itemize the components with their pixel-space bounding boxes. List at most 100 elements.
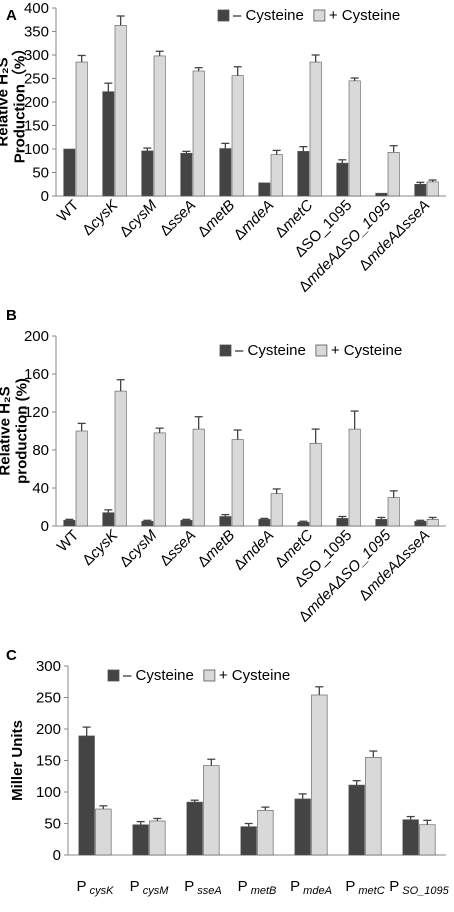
panel-letter: B	[6, 307, 17, 324]
bar-plus-cysteine	[348, 428, 361, 527]
bar-plus-cysteine	[270, 154, 283, 197]
bar-plus-cysteine	[309, 61, 322, 197]
y-tick-label: 120	[24, 404, 49, 421]
y-tick-label: 150	[24, 118, 49, 135]
y-tick-label: 200	[24, 328, 49, 345]
bar-plus-cysteine	[114, 25, 127, 197]
legend-swatch	[219, 344, 232, 357]
bar-minus-cysteine	[375, 519, 388, 527]
bar-minus-cysteine	[297, 151, 310, 197]
bar-plus-cysteine	[257, 809, 274, 856]
y-tick-label: 250	[36, 690, 61, 707]
legend-swatch	[315, 344, 328, 357]
bar-plus-cysteine	[419, 824, 436, 856]
y-axis-label: production (%)	[14, 378, 31, 484]
bar-minus-cysteine	[414, 520, 427, 527]
x-tick-label: P metC	[345, 878, 384, 897]
y-tick-label: 50	[32, 165, 49, 182]
bar-plus-cysteine	[387, 151, 400, 197]
bar-plus-cysteine	[192, 70, 205, 197]
y-axis-label: Relative H₂S	[0, 386, 14, 475]
x-tick-label: ΔmdeA	[231, 197, 278, 244]
bar-plus-cysteine	[231, 439, 244, 527]
x-tick-label: P metB	[238, 878, 277, 897]
bar-plus-cysteine	[95, 808, 112, 856]
bar-plus-cysteine	[365, 757, 382, 856]
y-tick-label: 200	[36, 721, 61, 738]
y-tick-label: 80	[32, 442, 49, 459]
legend-label: – Cysteine	[235, 342, 306, 359]
legend-swatch	[217, 9, 230, 22]
bar-plus-cysteine	[387, 497, 400, 527]
x-tick-label: ΔsseA	[157, 197, 200, 240]
bar-plus-cysteine	[153, 432, 166, 527]
x-tick-label: P sseA	[184, 878, 222, 897]
x-tick-label: WT	[54, 527, 83, 556]
x-tick-label: P cysK	[77, 878, 115, 897]
bar-plus-cysteine	[348, 80, 361, 197]
bar-plus-cysteine	[203, 765, 220, 856]
x-tick-label: P mdeA	[290, 878, 332, 897]
bar-plus-cysteine	[75, 430, 88, 527]
x-tick-label: ΔcysM	[116, 526, 160, 570]
y-tick-label: 0	[53, 847, 61, 864]
y-tick-label: 350	[24, 24, 49, 41]
y-tick-label: 300	[36, 658, 61, 675]
y-tick-label: 100	[36, 784, 61, 801]
bar-minus-cysteine	[180, 152, 193, 197]
bar-minus-cysteine	[102, 91, 115, 197]
legend-label: – Cysteine	[233, 7, 304, 24]
legend-label: + Cysteine	[331, 342, 402, 359]
bar-plus-cysteine	[192, 428, 205, 527]
legend-label: + Cysteine	[329, 7, 400, 24]
bar-plus-cysteine	[426, 181, 439, 197]
bar-plus-cysteine	[231, 75, 244, 197]
bar-plus-cysteine	[75, 61, 88, 197]
bar-plus-cysteine	[270, 493, 283, 527]
y-axis-label: Relative H₂S	[0, 57, 12, 146]
bar-minus-cysteine	[375, 192, 388, 197]
legend-swatch	[313, 9, 326, 22]
bar-minus-cysteine	[258, 519, 271, 527]
panel-letter: C	[6, 647, 17, 664]
x-tick-label: ΔcysK	[79, 526, 122, 569]
bar-plus-cysteine	[153, 55, 166, 197]
bar-minus-cysteine	[240, 826, 257, 856]
legend-swatch	[203, 669, 216, 682]
bar-minus-cysteine	[297, 521, 310, 527]
y-tick-label: 250	[24, 71, 49, 88]
bar-minus-cysteine	[132, 824, 149, 856]
bar-minus-cysteine	[78, 735, 95, 856]
y-tick-label: 40	[32, 480, 49, 497]
bar-minus-cysteine	[186, 801, 203, 856]
bar-plus-cysteine	[149, 820, 166, 856]
x-tick-label: ΔmdeA	[231, 527, 278, 574]
x-tick-label: ΔcysM	[116, 196, 160, 240]
bar-minus-cysteine	[180, 519, 193, 527]
y-tick-label: 150	[36, 753, 61, 770]
x-tick-label: P cysM	[130, 878, 170, 897]
x-tick-label: ΔsseA	[157, 527, 200, 570]
x-tick-label: WT	[54, 197, 83, 226]
y-tick-label: 0	[41, 188, 49, 205]
legend: – Cysteine + Cysteine	[107, 667, 290, 684]
y-tick-label: 400	[24, 0, 49, 17]
legend-label: – Cysteine	[123, 667, 194, 684]
bar-minus-cysteine	[348, 784, 365, 856]
y-tick-label: 50	[44, 816, 61, 833]
bar-plus-cysteine	[309, 443, 322, 527]
bar-minus-cysteine	[336, 518, 349, 527]
bar-minus-cysteine	[402, 819, 419, 856]
bar-minus-cysteine	[294, 798, 311, 856]
chart-panel-A: A Relative H₂S Production（%） 0 50 100 150 200 25…	[0, 0, 446, 296]
bar-minus-cysteine	[258, 182, 271, 197]
bar-minus-cysteine	[219, 148, 232, 197]
y-axis-label: Production（%）	[11, 41, 29, 164]
bar-plus-cysteine	[311, 694, 328, 856]
legend-label: + Cysteine	[219, 667, 290, 684]
bar-minus-cysteine	[414, 183, 427, 197]
chart-panel-C: C Miller Units 0 50 100 150 200 250 300 P cysK P c…	[6, 647, 450, 897]
bar-minus-cysteine	[141, 520, 154, 527]
x-tick-label: P SO_1095	[389, 878, 449, 897]
bar-plus-cysteine	[114, 390, 127, 527]
